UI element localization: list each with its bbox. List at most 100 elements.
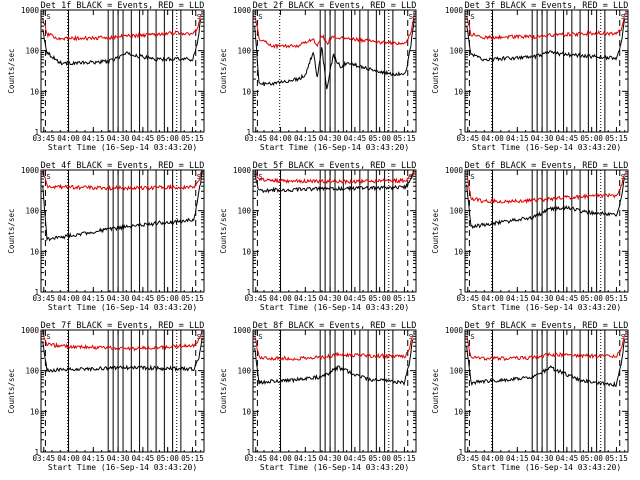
y-tick-label: 10 (454, 407, 464, 416)
events-series-line (42, 170, 203, 242)
chart-title: Det 3f BLACK = Events, RED = LLD (465, 1, 629, 11)
lld-series-line (42, 329, 203, 352)
chart-panel-8: Det 8f BLACK = Events, RED = LLD S S 1 10 100… (219, 321, 417, 472)
y-tick-label: 1000 (445, 166, 464, 175)
lld-series-line (466, 173, 626, 205)
y-tick-label: 10 (242, 247, 252, 256)
x-tick-label: 04:15 (294, 134, 317, 143)
flag-end: S (197, 13, 201, 21)
x-tick-label: 04:45 (556, 454, 579, 463)
flag-start: S (46, 13, 50, 21)
plot-frame (464, 169, 629, 293)
x-tick-label: 05:15 (605, 294, 628, 303)
y-tick-label: 1000 (21, 6, 40, 15)
solid-markers (492, 330, 606, 452)
x-tick-label: 04:15 (506, 294, 529, 303)
flag-end: S (409, 13, 413, 21)
x-tick-label: 04:15 (294, 454, 317, 463)
x-tick-label: 03:45 (244, 294, 267, 303)
solid-markers (280, 330, 394, 452)
chart-panel-1: Det 1f BLACK = Events, RED = LLD S S 1 10 100… (7, 1, 205, 152)
plot-frame (40, 329, 205, 453)
x-tick-label: 03:45 (244, 454, 267, 463)
y-tick-label: 1 (458, 128, 463, 137)
x-tick-label: 04:45 (132, 134, 155, 143)
events-series-line (42, 337, 203, 373)
flag-start: S (258, 333, 262, 341)
events-series-line (254, 339, 414, 386)
x-tick-label: 03:45 (32, 134, 55, 143)
y-tick-label: 1 (246, 448, 251, 457)
x-tick-label: 04:45 (132, 294, 155, 303)
y-axis-label: Counts/sec (431, 368, 440, 413)
chart-panel-7: Det 7f BLACK = Events, RED = LLD S S 1 10 100… (7, 321, 205, 472)
chart-title: Det 5f BLACK = Events, RED = LLD (253, 161, 417, 171)
chart-panel-6: Det 6f BLACK = Events, RED = LLD S S 1 10 100… (431, 161, 629, 312)
x-axis-label: Start Time (16-Sep-14 03:43:20) (472, 143, 621, 152)
flag-end: S (197, 333, 201, 341)
x-tick-label: 05:00 (580, 294, 603, 303)
x-tick-label: 05:00 (368, 294, 391, 303)
flag-end: S (621, 173, 625, 181)
y-tick-label: 1 (34, 288, 39, 297)
y-tick-label: 100 (449, 367, 463, 376)
chart-title: Det 1f BLACK = Events, RED = LLD (41, 1, 205, 11)
chart-title: Det 6f BLACK = Events, RED = LLD (465, 161, 629, 171)
y-axis-label: Counts/sec (7, 368, 16, 413)
events-series-line (254, 18, 415, 90)
x-tick-label: 04:45 (132, 454, 155, 463)
y-tick-label: 1000 (233, 6, 252, 15)
x-tick-label: 04:30 (107, 454, 130, 463)
y-axis-label: Counts/sec (7, 208, 16, 253)
x-tick-label: 04:30 (531, 294, 554, 303)
events-series-line (42, 19, 202, 67)
plot-frame (464, 329, 629, 453)
x-tick-label: 04:30 (107, 134, 130, 143)
plot-frame (252, 9, 417, 133)
solid-markers (492, 170, 606, 292)
y-tick-label: 10 (242, 407, 252, 416)
y-tick-label: 10 (30, 247, 40, 256)
x-axis-label: Start Time (16-Sep-14 03:43:20) (260, 303, 409, 312)
x-tick-label: 04:45 (344, 294, 367, 303)
chart-title: Det 8f BLACK = Events, RED = LLD (253, 321, 417, 331)
x-tick-label: 04:30 (531, 454, 554, 463)
x-tick-label: 04:30 (107, 294, 130, 303)
lld-series-line (42, 169, 203, 192)
x-tick-label: 05:00 (156, 294, 179, 303)
solid-markers (68, 330, 182, 452)
y-tick-label: 10 (454, 247, 464, 256)
plot-frame (252, 169, 417, 293)
plot-frame (40, 9, 205, 133)
x-axis-label: Start Time (16-Sep-14 03:43:20) (472, 303, 621, 312)
y-axis-label: Counts/sec (219, 208, 228, 253)
x-tick-label: 04:30 (319, 294, 342, 303)
x-tick-label: 05:00 (580, 134, 603, 143)
x-axis-label: Start Time (16-Sep-14 03:43:20) (48, 463, 197, 472)
x-tick-label: 04:15 (82, 294, 105, 303)
solid-markers (492, 10, 606, 132)
chart-title: Det 4f BLACK = Events, RED = LLD (41, 161, 205, 171)
chart-panel-2: Det 2f BLACK = Events, RED = LLD S S 1 10 100… (219, 1, 417, 152)
flag-start: S (258, 173, 262, 181)
plot-frame (464, 9, 629, 133)
x-axis-label: Start Time (16-Sep-14 03:43:20) (260, 463, 409, 472)
y-axis-label: Counts/sec (431, 208, 440, 253)
x-tick-label: 03:45 (456, 134, 479, 143)
x-tick-label: 04:30 (319, 134, 342, 143)
x-tick-label: 05:15 (393, 454, 416, 463)
x-tick-label: 04:45 (556, 294, 579, 303)
y-tick-label: 1000 (233, 326, 252, 335)
x-tick-label: 05:00 (156, 454, 179, 463)
solid-markers (68, 10, 182, 132)
x-tick-label: 03:45 (244, 134, 267, 143)
x-tick-label: 05:00 (156, 134, 179, 143)
y-tick-label: 1 (34, 448, 39, 457)
y-tick-label: 1000 (445, 6, 464, 15)
flag-start: S (258, 13, 262, 21)
chart-title: Det 9f BLACK = Events, RED = LLD (465, 321, 629, 331)
events-series-line (254, 169, 415, 194)
y-tick-label: 100 (25, 207, 39, 216)
chart-panel-4: Det 4f BLACK = Events, RED = LLD S S 1 10 100… (7, 161, 205, 312)
x-tick-label: 05:15 (393, 134, 416, 143)
